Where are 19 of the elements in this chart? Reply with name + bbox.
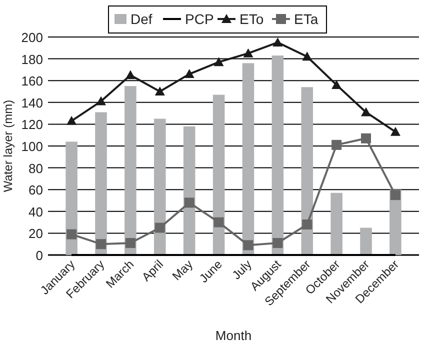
y-tick-label: 0 <box>36 248 43 263</box>
x-tick-label: July <box>229 257 254 282</box>
y-tick-label: 60 <box>28 182 43 198</box>
legend-label: ETa <box>294 11 318 27</box>
x-axis-title: Month <box>215 328 252 343</box>
y-tick-label: 20 <box>28 226 43 242</box>
legend-label: Def <box>130 11 152 27</box>
y-tick-label: 40 <box>28 204 43 220</box>
legend-label: ETo <box>240 11 264 27</box>
y-tick-label: 80 <box>28 160 43 176</box>
x-tick-label: May <box>170 257 196 284</box>
y-tick-label: 160 <box>21 74 43 89</box>
y-tick-label: 140 <box>21 95 43 110</box>
y-axis-title: Water layer (mm) <box>1 100 15 192</box>
y-tick-label: 200 <box>21 30 43 45</box>
y-tick-label: 180 <box>21 52 43 67</box>
y-tick-label: 100 <box>21 139 43 154</box>
legend-label: PCP <box>185 11 214 27</box>
y-tick-label: 120 <box>21 117 43 132</box>
